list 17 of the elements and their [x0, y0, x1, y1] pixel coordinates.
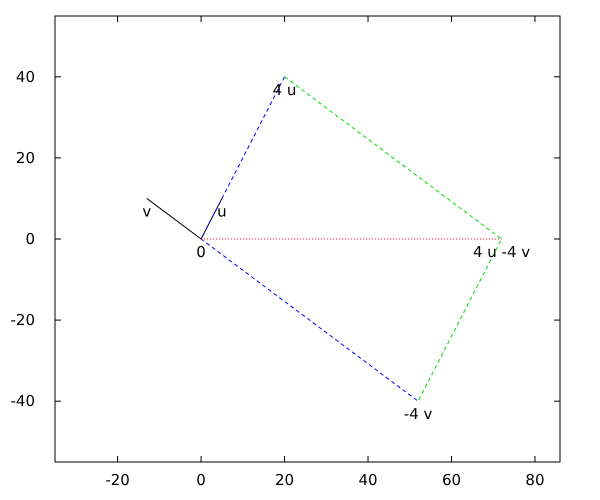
y-tick-label: -20	[10, 311, 35, 330]
x-tick-label: 40	[358, 471, 378, 489]
y-tick-label: 40	[16, 68, 35, 86]
x-tick-label: -20	[105, 471, 130, 489]
annotation: 4 u	[272, 80, 296, 99]
y-tick-label: 0	[25, 230, 35, 248]
x-tick-label: 80	[525, 471, 545, 489]
annotation: -4 v	[404, 405, 433, 424]
x-tick-label: 0	[196, 471, 206, 489]
x-tick-label: 60	[442, 471, 462, 489]
annotation: u	[217, 202, 227, 220]
y-tick-label: 20	[16, 148, 35, 167]
annotation: 4 u -4 v	[472, 243, 530, 261]
y-tick-label: -40	[10, 392, 35, 410]
x-tick-label: 20	[275, 471, 294, 489]
annotation: 0	[196, 243, 206, 261]
annotation: v	[142, 202, 152, 220]
